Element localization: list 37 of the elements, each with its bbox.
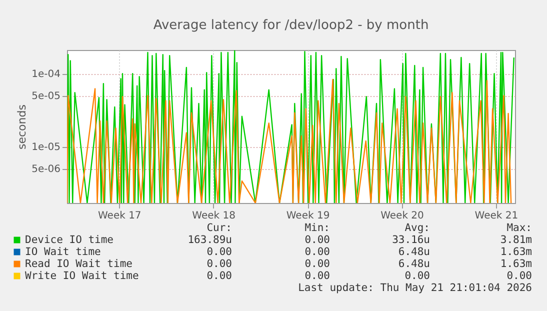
legend-label: Read IO Wait time [25, 258, 132, 270]
text: 0.00 [206, 258, 232, 270]
text: Avg: [404, 222, 430, 234]
text: 6.48u [398, 246, 430, 258]
chart-title: Average latency for /dev/loop2 - by month [153, 18, 429, 33]
text: 1.63m [500, 258, 532, 270]
text: 0.00 [206, 246, 232, 258]
y-tick-label: 5e-05 [32, 91, 60, 102]
text: 1.63m [500, 246, 532, 258]
line-series [67, 78, 512, 203]
x-tick-label: Week 17 [98, 210, 142, 222]
y-tick-label: 1e-04 [32, 69, 60, 80]
text: 6.48u [398, 258, 430, 270]
text: 0.00 [304, 270, 330, 282]
text: Min: [304, 222, 330, 234]
text: 0.00 [304, 258, 330, 270]
text: 0.00 [506, 270, 532, 282]
text: 163.89u [188, 234, 232, 246]
text: 3.81m [500, 234, 532, 246]
legend-label: IO Wait time [25, 246, 101, 258]
text: 0.00 [404, 270, 430, 282]
text: 0.00 [304, 234, 330, 246]
legend-label: Device IO time [25, 234, 114, 246]
y-tick-label: 1e-05 [32, 142, 60, 154]
x-tick-label: Week 20 [380, 210, 424, 222]
text: Last update: Thu May 21 21:01:04 2026 [298, 282, 532, 294]
legend-label: Write IO Wait time [25, 270, 139, 282]
text: 33.16u [392, 234, 430, 246]
x-tick-label: Week 19 [286, 210, 330, 222]
y-tick-label: 5e-06 [32, 164, 60, 176]
x-tick-label: Week 18 [192, 210, 236, 222]
y-axis-title: seconds [16, 104, 29, 150]
x-tick-label: Week 21 [474, 210, 518, 222]
text: Cur: [206, 222, 232, 234]
text: Max: [506, 222, 532, 234]
text: 0.00 [206, 270, 232, 282]
text: 0.00 [304, 246, 330, 258]
